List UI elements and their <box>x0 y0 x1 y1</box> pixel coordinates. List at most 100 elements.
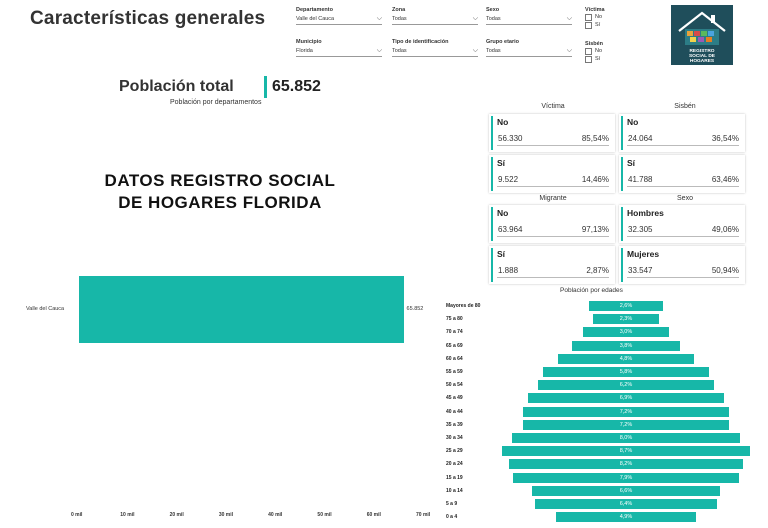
filter-label: Sexo <box>486 7 500 13</box>
checkbox-sisben-si[interactable]: Sí <box>585 55 603 63</box>
card-label: No <box>497 117 509 127</box>
house-logo-icon: REGISTRO SOCIAL DE HOGARES <box>678 11 726 64</box>
pyramid-bar[interactable]: 3,8% <box>571 340 681 351</box>
poblacion-accent-bar <box>264 76 267 98</box>
poblacion-total-value: 65.852 <box>272 78 321 95</box>
card-accent <box>491 248 493 282</box>
kpi-card-sisben-no: No 24.064 36,54% <box>619 114 745 152</box>
card-accent <box>621 157 623 191</box>
poblacion-total-label: Población total <box>119 78 234 95</box>
card-percent: 85,54% <box>581 134 609 143</box>
pyramid-bar[interactable]: 6,4% <box>534 499 718 509</box>
dropdown-value: Valle del Cauca <box>296 15 335 22</box>
filter-label: Grupo etario <box>486 39 520 45</box>
card-accent <box>621 207 623 241</box>
checkbox[interactable] <box>585 55 592 63</box>
filter-label: Departamento <box>296 7 333 13</box>
dropdown-value: Todas <box>392 15 407 22</box>
pyramid-bar[interactable]: 6,6% <box>531 485 721 496</box>
checkbox-label: No <box>595 48 603 54</box>
card-count: 9.522 <box>498 175 519 184</box>
grupo-etario-dropdown[interactable]: Todas ⌵ <box>486 45 572 57</box>
pyramid-bar[interactable]: 4,8% <box>557 353 695 364</box>
pyramid-data-label: 4,9% <box>619 514 633 521</box>
zona-dropdown[interactable]: Todas ⌵ <box>392 13 478 25</box>
pyramid-bar[interactable]: 2,3% <box>593 314 659 325</box>
card-count: 56.330 <box>498 134 523 143</box>
filter-label: Zona <box>392 7 406 13</box>
dropdown-value: Florida <box>296 47 313 54</box>
pyramid-data-label: 2,3% <box>619 316 633 323</box>
checkbox[interactable] <box>585 21 592 29</box>
kpi-card-migrante-no: No 63.964 97,13% <box>489 205 615 243</box>
card-accent <box>491 207 493 241</box>
pyramid-data-label: 8,0% <box>619 435 633 441</box>
pyramid-data-label: 6,9% <box>619 395 633 402</box>
card-accent <box>621 116 623 150</box>
card-accent <box>491 157 493 191</box>
kpi-card-migrante-si: Sí 1.888 2,87% <box>489 246 615 284</box>
pyramid-bar[interactable]: 7,9% <box>513 472 739 483</box>
checkbox-victima-si[interactable]: Sí <box>585 21 605 29</box>
pyramid-data-label: 8,7% <box>619 448 633 455</box>
bar-data-label: 65.852 <box>406 305 424 312</box>
age-group-label: 75 a 80 <box>446 316 463 323</box>
age-group-label: 55 a 59 <box>446 369 463 375</box>
kpi-header-sisben: Sisbén <box>674 103 696 110</box>
tipo-identificacion-dropdown[interactable]: Todas ⌵ <box>392 45 478 57</box>
pyramid-data-label: 7,2% <box>619 408 633 415</box>
pyramid-bar[interactable]: 8,2% <box>509 459 743 470</box>
pyramid-data-label: 2,6% <box>619 303 633 309</box>
card-underline <box>627 186 739 187</box>
kpi-header-migrante: Migrante <box>539 195 567 202</box>
departamento-dropdown[interactable]: Valle del Cauca ⌵ <box>296 13 382 25</box>
bar-valle-del-cauca[interactable] <box>79 276 404 343</box>
x-tick-label: 50 mil <box>317 512 332 518</box>
age-group-label: 65 a 69 <box>446 342 463 349</box>
card-underline <box>497 186 609 187</box>
age-group-label: 45 a 49 <box>446 395 463 402</box>
card-underline <box>627 277 739 278</box>
pyramid-bar[interactable]: 5,8% <box>543 367 709 377</box>
filter-label: Municipio <box>296 39 322 45</box>
pyramid-bar[interactable]: 2,6% <box>588 301 664 311</box>
checkbox-label: Sí <box>595 56 601 62</box>
card-accent <box>621 248 623 282</box>
checkbox-sisben-no[interactable]: No <box>585 47 603 55</box>
municipio-dropdown[interactable]: Florida ⌵ <box>296 45 382 57</box>
pyramid-bar[interactable]: 6,9% <box>527 393 725 404</box>
checkbox[interactable] <box>585 47 592 55</box>
dropdown-value: Todas <box>486 47 501 54</box>
sexo-dropdown[interactable]: Todas ⌵ <box>486 13 572 25</box>
pyramid-bar[interactable]: 4,9% <box>556 512 696 523</box>
pyramid-bar[interactable]: 8,7% <box>502 446 750 457</box>
banner-line-2: DE HOGARES FLORIDA <box>118 193 322 212</box>
pyramid-bar[interactable]: 7,2% <box>523 419 729 430</box>
card-underline <box>497 236 609 237</box>
checkbox-victima-no[interactable]: No <box>585 13 605 21</box>
kpi-card-victima-si: Sí 9.522 14,46% <box>489 155 615 193</box>
chevron-down-icon: ⌵ <box>472 47 478 54</box>
pyramid-bar[interactable]: 6,2% <box>537 380 715 391</box>
card-count: 24.064 <box>628 134 653 143</box>
pyramid-bar[interactable]: 8,0% <box>511 433 740 443</box>
chevron-down-icon: ⌵ <box>566 15 572 22</box>
chevron-down-icon: ⌵ <box>566 47 572 54</box>
chevron-down-icon: ⌵ <box>376 15 382 22</box>
checkbox[interactable] <box>585 13 592 21</box>
pyramid-bar[interactable]: 3,0% <box>583 327 669 338</box>
card-count: 63.964 <box>498 225 523 234</box>
pyramid-bar[interactable]: 7,2% <box>523 406 729 417</box>
card-count: 32.305 <box>628 225 653 234</box>
pyramid-data-label: 7,9% <box>619 474 633 481</box>
age-group-label: Mayores de 80 <box>446 303 481 309</box>
card-label: Hombres <box>627 208 664 218</box>
filter-sisben: Sisbén No Sí <box>585 41 603 63</box>
chevron-down-icon: ⌵ <box>376 47 382 54</box>
svg-text:SOCIAL DE: SOCIAL DE <box>689 53 716 59</box>
banner-title: DATOS REGISTRO SOCIAL DE HOGARES FLORIDA <box>65 170 375 214</box>
age-group-label: 0 a 4 <box>446 514 458 521</box>
kpi-header-victima: Víctima <box>541 103 565 110</box>
age-group-label: 20 a 24 <box>446 461 463 468</box>
card-label: No <box>497 208 509 218</box>
